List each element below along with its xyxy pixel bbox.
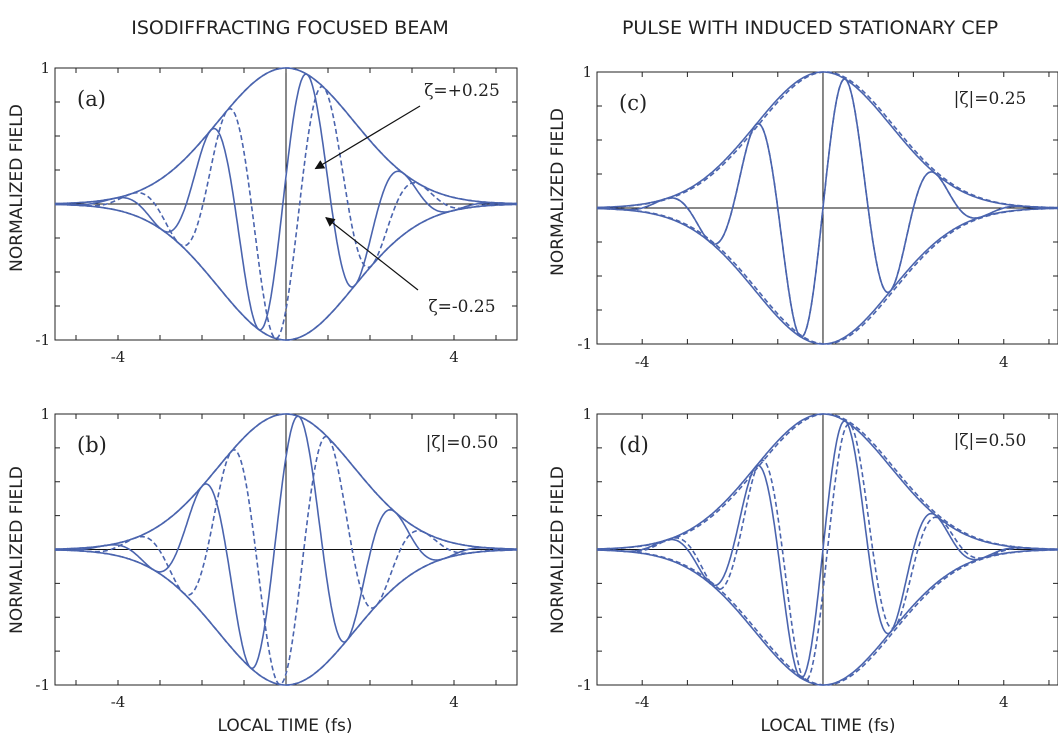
x-tick-label: 4 [449, 693, 459, 711]
x-tick-label: 4 [449, 348, 459, 366]
series-2-lower-envelope [597, 549, 1058, 686]
y-tick-label: -1 [35, 331, 50, 349]
panel-label: (d) [619, 433, 649, 457]
panel-label: (a) [77, 87, 106, 111]
y-tick-label: 1 [582, 63, 592, 81]
y-axis-label: NORMALIZED FIELD [548, 466, 568, 634]
series-2-lower-envelope [54, 203, 518, 341]
series-2-carrier [596, 423, 1058, 682]
series-2-lower-envelope [597, 207, 1058, 345]
y-tick-label: 1 [582, 405, 592, 423]
series-2-upper-envelope [597, 413, 1058, 550]
y-tick-label: 1 [40, 59, 50, 77]
series-1-lower-envelope [596, 207, 1058, 345]
right-title: PULSE WITH INDUCED STATIONARY CEP [622, 17, 998, 39]
series-1-carrier [54, 73, 517, 331]
annotation-label: ζ=-0.25 [428, 297, 495, 317]
panel-label: (c) [619, 91, 647, 115]
series-1-lower-envelope [596, 549, 1058, 686]
y-tick-label: 1 [40, 405, 50, 423]
x-axis-label-right: LOCAL TIME (fs) [761, 716, 896, 736]
annotation-label: ζ=+0.25 [424, 81, 500, 101]
annotation-arrow [325, 217, 419, 291]
x-tick-label: 4 [999, 693, 1009, 711]
series-2-carrier [55, 435, 517, 686]
left-title: ISODIFFRACTING FOCUSED BEAM [131, 17, 448, 39]
annotation-label: |ζ|=0.50 [426, 433, 499, 453]
panel-b: -4 4 1 -1 NORMALIZED FIELD (b) |ζ|=0.50 [7, 405, 518, 711]
annotation-arrow [314, 105, 421, 170]
panel-a: -4 4 1 -1 NORMALIZED FIELD (a) ζ=+0.25 ζ=-0.25 [7, 59, 518, 366]
panel-c: -4 4 1 -1 NORMALIZED FIELD (c) |ζ|=0.25 [548, 63, 1058, 371]
x-tick-label: -4 [111, 348, 126, 366]
y-axis-label: NORMALIZED FIELD [7, 466, 27, 634]
panel-d: -4 4 1 -1 NORMALIZED FIELD (d) |ζ|=0.50 [548, 405, 1058, 711]
x-tick-label: -4 [635, 693, 650, 711]
series-2-upper-envelope [54, 67, 518, 205]
y-tick-label: -1 [577, 335, 592, 353]
panel-label: (b) [77, 433, 107, 457]
series-2-lower-envelope [55, 549, 517, 686]
series-2-upper-envelope [597, 71, 1058, 209]
series-2-carrier [597, 78, 1058, 338]
x-axis-label-left: LOCAL TIME (fs) [218, 716, 353, 736]
annotation-label: |ζ|=0.25 [954, 89, 1027, 109]
x-tick-label: -4 [635, 353, 650, 371]
x-tick-label: 4 [999, 353, 1009, 371]
x-tick-label: -4 [111, 693, 126, 711]
annotation-label: |ζ|=0.50 [954, 431, 1027, 451]
y-tick-label: -1 [35, 676, 50, 694]
series-2-upper-envelope [55, 413, 517, 550]
y-axis-label: NORMALIZED FIELD [7, 104, 27, 272]
series-2-carrier [55, 85, 517, 340]
y-axis-label: NORMALIZED FIELD [548, 108, 568, 276]
y-tick-label: -1 [577, 676, 592, 694]
